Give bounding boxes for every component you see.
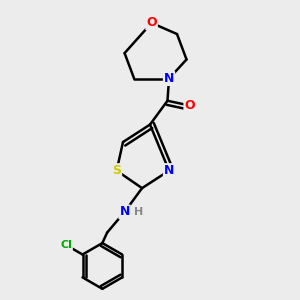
Text: O: O bbox=[184, 99, 195, 112]
Text: Cl: Cl bbox=[60, 240, 72, 250]
Text: N: N bbox=[119, 206, 130, 218]
Text: S: S bbox=[112, 164, 121, 177]
Text: H: H bbox=[134, 207, 143, 217]
Text: N: N bbox=[164, 72, 174, 85]
Text: N: N bbox=[164, 164, 174, 177]
Text: O: O bbox=[146, 16, 157, 29]
